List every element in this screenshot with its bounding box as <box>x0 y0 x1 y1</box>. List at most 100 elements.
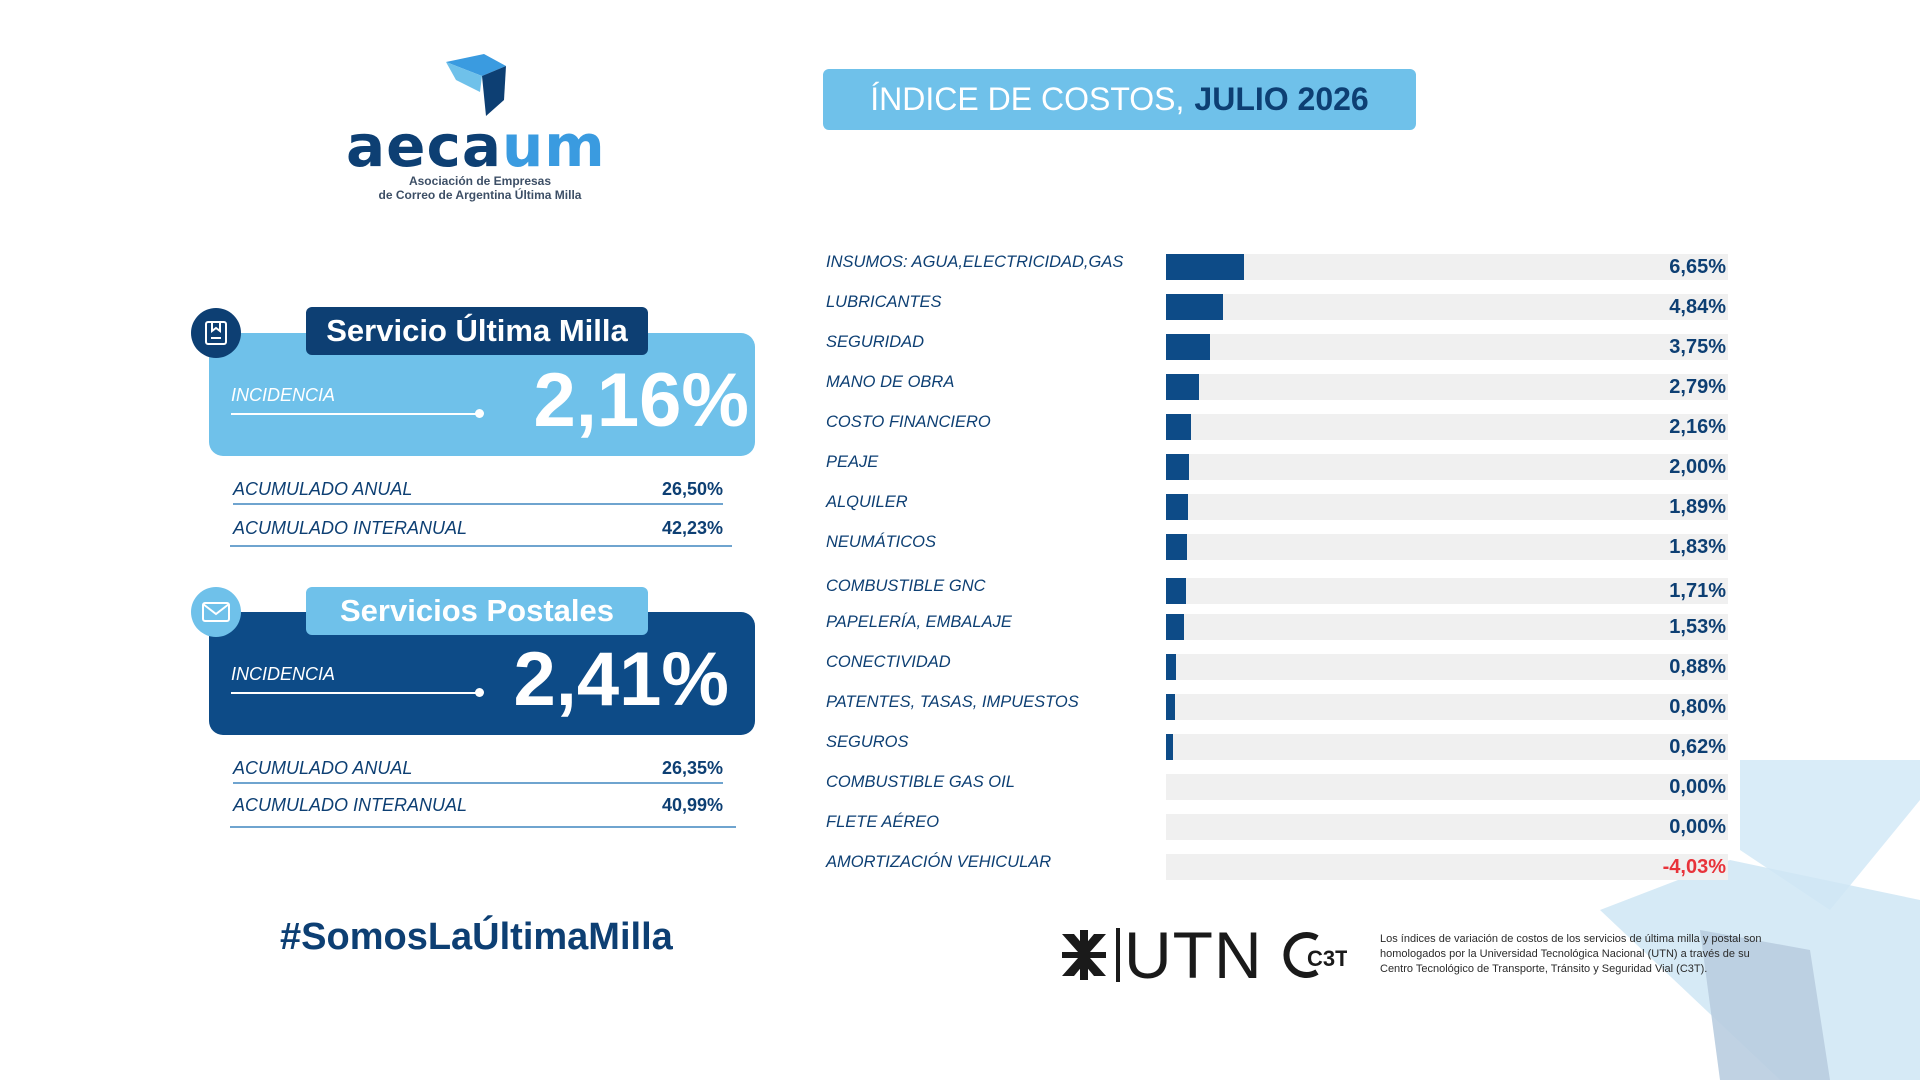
divider <box>230 826 736 828</box>
chart-value-label: 2,00% <box>1669 456 1726 478</box>
package-icon <box>191 308 241 358</box>
chart-category-label: CONECTIVIDAD <box>826 653 951 671</box>
incidence-line-dot <box>475 409 484 418</box>
divider <box>233 503 723 505</box>
chart-category-label: ALQUILER <box>826 493 908 511</box>
acc-value: 42,23% <box>661 518 723 538</box>
chart-bar-track: 1,83% <box>1166 534 1728 560</box>
chart-bar <box>1166 334 1210 360</box>
chart-bar <box>1166 694 1176 720</box>
chart-value-label: 0,00% <box>1669 816 1726 838</box>
chart-bar <box>1166 614 1184 640</box>
acc-row-anual-2: ACUMULADO ANUAL 26,35% <box>233 753 723 783</box>
acc-label: ACUMULADO INTERANUAL <box>233 518 468 538</box>
chart-bar-track: 1,89% <box>1166 494 1728 520</box>
logo-wordmark: aecaum <box>346 112 606 180</box>
chart-bar-track: 6,65% <box>1166 254 1728 280</box>
acc-value: 26,50% <box>661 479 723 499</box>
incidence-value: 2,16% <box>533 358 750 443</box>
acc-label: ACUMULADO ANUAL <box>233 479 413 499</box>
chart-bar <box>1166 534 1188 560</box>
chart-bar-track: 2,79% <box>1166 374 1728 400</box>
chart-bar-track: 0,00% <box>1166 774 1728 800</box>
chart-category-label: COMBUSTIBLE GNC <box>826 577 986 595</box>
chart-category-label: SEGURIDAD <box>826 333 925 351</box>
chart-bar-track: 4,84% <box>1166 294 1728 320</box>
chart-bar-track: 3,75% <box>1166 334 1728 360</box>
utn-divider <box>1116 928 1120 982</box>
acc-value: 26,35% <box>661 758 723 778</box>
chart-bar-track: 1,71% <box>1166 578 1728 604</box>
chart-category-label: AMORTIZACIÓN VEHICULAR <box>826 853 1052 871</box>
chart-bar <box>1166 294 1223 320</box>
chart-bar <box>1166 414 1192 440</box>
chart-value-label: 1,89% <box>1669 496 1726 518</box>
chart-category-label: NEUMÁTICOS <box>826 533 937 551</box>
aecaum-logo: aecaum Asociación de Empresas de Correo … <box>340 50 620 210</box>
logo-subtitle-line2: de Correo de Argentina Última Milla <box>378 188 582 202</box>
logo-mark-icon <box>446 54 506 116</box>
chart-bar-track: 0,00% <box>1166 814 1728 840</box>
utn-emblem-icon <box>1062 930 1106 980</box>
chart-category-label: LUBRICANTES <box>826 293 942 311</box>
chart-bar-track: 0,88% <box>1166 654 1728 680</box>
acc-row-interanual-2: ACUMULADO INTERANUAL 40,99% <box>233 790 723 820</box>
service-title-ultima-milla: Servicio Última Milla <box>306 307 648 355</box>
chart-value-label: 3,75% <box>1669 336 1726 358</box>
chart-bar <box>1166 578 1187 604</box>
chart-bar-track: 2,16% <box>1166 414 1728 440</box>
decorative-background-shapes <box>1600 760 1920 1080</box>
utn-text: UTN <box>1124 918 1263 992</box>
chart-category-label: PATENTES, TASAS, IMPUESTOS <box>826 693 1079 711</box>
chart-value-label: 4,84% <box>1669 296 1726 318</box>
chart-bar <box>1166 454 1190 480</box>
chart-category-label: INSUMOS: AGUA,ELECTRICIDAD,GAS <box>826 253 1124 271</box>
envelope-icon <box>191 587 241 637</box>
chart-bar <box>1166 374 1199 400</box>
utn-logo: UTN C3T <box>1060 918 1347 992</box>
chart-bar <box>1166 254 1244 280</box>
chart-bar-track: -4,03% <box>1166 854 1728 880</box>
chart-bar-track: 2,00% <box>1166 454 1728 480</box>
logo-subtitle-line1: Asociación de Empresas <box>408 174 552 188</box>
chart-category-label: MANO DE OBRA <box>826 373 955 391</box>
acc-value: 40,99% <box>661 795 723 815</box>
title-prefix: ÍNDICE DE COSTOS, <box>870 81 1185 117</box>
chart-value-label: 1,83% <box>1669 536 1726 558</box>
incidence-line-dot <box>475 688 484 697</box>
page-title: ÍNDICE DE COSTOS, JULIO 2026 <box>823 69 1416 130</box>
acc-label: ACUMULADO ANUAL <box>233 758 413 778</box>
chart-category-label: PEAJE <box>826 453 879 471</box>
c3t-label: C3T <box>1307 946 1347 971</box>
footnote: Los índices de variación de costos de lo… <box>1380 933 1762 975</box>
chart-value-label: 0,80% <box>1669 696 1726 718</box>
chart-bar <box>1166 654 1177 680</box>
title-period: JULIO 2026 <box>1194 81 1369 117</box>
chart-value-label: 0,62% <box>1669 736 1726 758</box>
incidence-value: 2,41% <box>513 637 730 722</box>
chart-value-label: 0,88% <box>1669 656 1726 678</box>
divider <box>230 545 732 547</box>
incidence-label: INCIDENCIA <box>231 664 336 684</box>
chart-category-label: FLETE AÉREO <box>826 813 940 831</box>
chart-value-label: 2,79% <box>1669 376 1726 398</box>
incidence-line <box>231 692 479 694</box>
chart-value-label: -4,03% <box>1662 856 1726 878</box>
chart-bar-track: 0,80% <box>1166 694 1728 720</box>
chart-bar <box>1166 734 1174 760</box>
chart-bar-track: 1,53% <box>1166 614 1728 640</box>
chart-category-label: PAPELERÍA, EMBALAJE <box>826 613 1012 631</box>
chart-category-label: SEGUROS <box>826 733 909 751</box>
chart-value-label: 6,65% <box>1669 256 1726 278</box>
chart-value-label: 2,16% <box>1669 416 1726 438</box>
c3t-logo-icon: C3T <box>1283 932 1347 978</box>
incidence-label: INCIDENCIA <box>231 385 336 405</box>
service-card-ultima-milla: INCIDENCIA 2,16% <box>209 333 755 456</box>
chart-category-label: COSTO FINANCIERO <box>826 413 991 431</box>
chart-bar-track: 0,62% <box>1166 734 1728 760</box>
acc-row-anual-1: ACUMULADO ANUAL 26,50% <box>233 474 723 504</box>
acc-label: ACUMULADO INTERANUAL <box>233 795 468 815</box>
service-title-postales: Servicios Postales <box>306 587 648 635</box>
chart-value-label: 1,53% <box>1669 616 1726 638</box>
acc-row-interanual-1: ACUMULADO INTERANUAL 42,23% <box>233 513 723 543</box>
